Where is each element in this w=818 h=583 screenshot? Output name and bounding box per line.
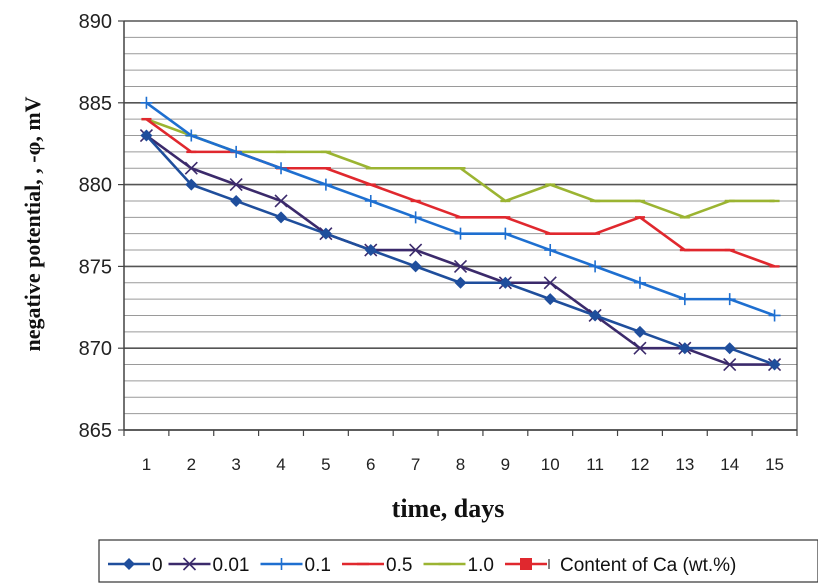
data-point [140,129,153,142]
x-tick-label: 1 [142,455,151,474]
data-point [768,309,781,322]
x-tick-label: 9 [501,455,510,474]
data-point [543,276,557,290]
series-line [145,118,776,268]
data-point [454,276,467,289]
legend-box [98,539,818,583]
legend-item-1.0: 1.0 [423,555,494,576]
data-point [499,227,512,240]
x-tick-label: 11 [586,455,604,474]
data-point [184,161,198,175]
legend-item-0: 0 [108,555,163,576]
series-0.1 [140,96,781,322]
data-point [453,259,468,273]
x-axis-title: time, days [392,494,505,523]
x-tick-label: 10 [541,455,560,474]
series-0 [140,129,781,371]
y-axis-title: negative potential, , -φ, mV [20,96,45,351]
data-point [633,276,646,289]
legend-swatch-marker [123,558,135,570]
legend-item-0.1: 0.1 [260,555,331,576]
data-point [723,293,736,306]
data-point [589,260,602,273]
data-point [499,276,512,289]
y-tick-label: 880 [79,175,112,197]
y-tick-label: 885 [79,93,112,115]
legend-label: 1.0 [468,555,494,576]
x-tick-label: 6 [366,455,375,474]
data-point [409,211,422,224]
grid-lines [124,20,797,431]
x-tick-label: 8 [456,455,465,474]
data-point [140,96,153,109]
data-point [364,244,377,257]
x-tick-label: 5 [321,455,330,474]
legend-swatch-marker [182,557,197,571]
x-tick-label: 2 [187,455,196,474]
series-layer [139,96,782,372]
legend-title: Content of Ca (wt.%) [560,555,736,576]
x-tick-label: 14 [720,455,739,474]
data-point [768,358,781,371]
data-point [678,293,691,306]
legend-item-0.5: 0.5 [342,555,412,576]
x-tick-label: 4 [276,455,285,474]
x-tick-label: 12 [631,455,650,474]
legend-label: 0.1 [305,555,331,576]
data-point [409,260,422,273]
legend-item-0.01: 0.01 [168,555,250,576]
axes [118,20,798,436]
data-point [544,244,557,257]
x-tick-label: 3 [231,455,240,474]
data-point [409,243,423,257]
legend: 0 0.01 0.1 0.5 1.0 Content of Ca (wt.%) [98,539,818,583]
x-tick-label: 13 [675,455,694,474]
data-point [275,162,288,175]
series-1.0 [141,117,780,219]
data-point [723,357,737,372]
legend-swatch-marker [275,558,288,570]
data-point [723,342,736,355]
data-point [274,194,288,208]
legend-label: 0 [152,555,163,576]
legend-label: 0.01 [213,555,250,576]
y-tick-label: 870 [79,338,112,360]
data-point [544,293,557,306]
legend-item-title: Content of Ca (wt.%) [505,555,736,576]
x-tick-label: 15 [765,455,784,474]
y-tick-label: 865 [79,420,112,442]
x-tick-label: 7 [411,455,420,474]
data-point [185,129,198,142]
data-point [454,227,467,240]
data-point [229,178,243,192]
data-point [319,178,332,191]
legend-swatch-marker [520,558,532,570]
data-point [678,342,691,355]
data-point [230,194,243,207]
data-point [364,194,377,207]
data-point [230,145,243,158]
data-point [275,211,288,224]
data-point [633,325,646,338]
data-point [633,341,647,355]
y-tick-label: 875 [79,256,112,278]
series-0.5 [141,117,780,268]
data-point [319,227,332,240]
y-tick-label: 890 [79,11,112,33]
data-point [589,309,602,322]
legend-label: 0.5 [386,555,412,576]
data-point [185,178,198,191]
